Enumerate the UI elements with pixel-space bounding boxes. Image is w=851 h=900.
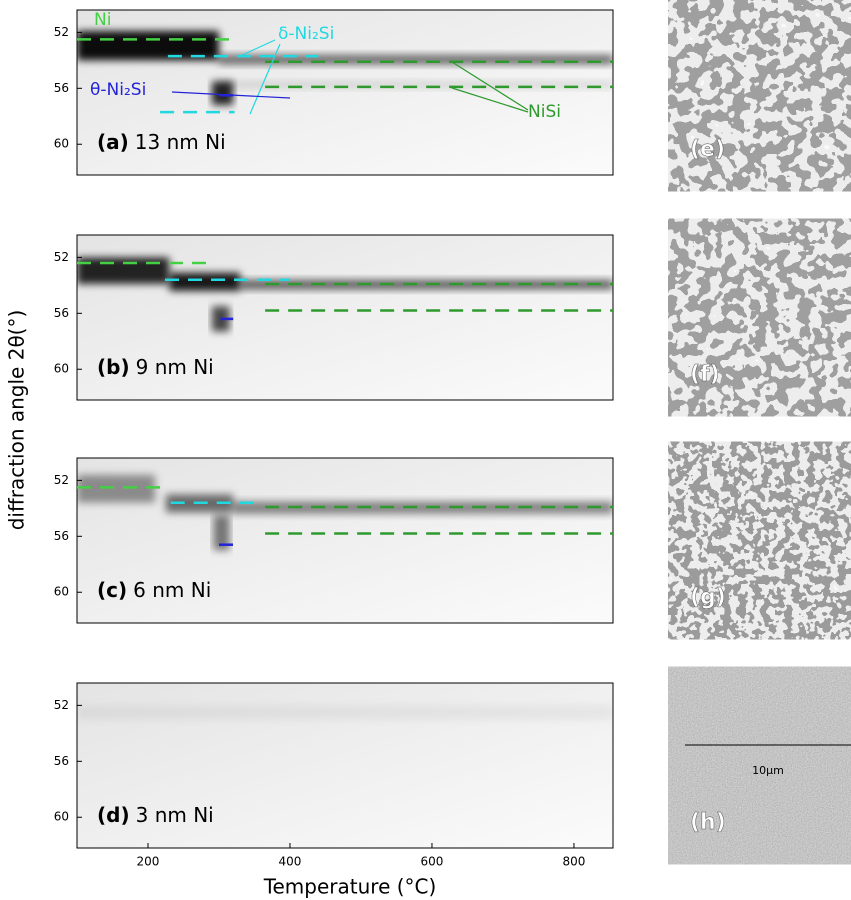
- panel-label: (c) 6 nm Ni: [97, 578, 211, 602]
- y-tick-label: 60: [54, 810, 69, 824]
- intensity-band: [77, 474, 156, 503]
- y-tick-label: 56: [54, 306, 69, 320]
- intensity-band: [77, 257, 170, 284]
- map-frame: [76, 457, 614, 624]
- y-tick-label: 60: [54, 585, 69, 599]
- intensity: [77, 474, 613, 551]
- sem-image: [685, 683, 851, 848]
- annotation-leader: [239, 39, 276, 57]
- image-label: (g): [690, 585, 726, 610]
- y-tick-label: 56: [54, 529, 69, 543]
- intensity: [77, 705, 613, 720]
- image-label: (e): [690, 137, 725, 162]
- panel-letter: (d): [97, 803, 130, 827]
- annotation-leader: [451, 87, 529, 113]
- panel-letter: (b): [97, 355, 130, 379]
- sem-image: [685, 10, 851, 175]
- intensity-band: [213, 515, 230, 551]
- x-tick-label: 200: [137, 855, 160, 869]
- map-frame: [76, 234, 614, 401]
- panel-text: 3 nm Ni: [136, 803, 214, 827]
- panel-text: 9 nm Ni: [136, 355, 214, 379]
- x-tick-label: 400: [279, 855, 302, 869]
- intensity-band: [233, 501, 613, 514]
- scale-bar-label: 10μm: [752, 764, 784, 777]
- map-frame: [76, 682, 614, 849]
- y-tick-label: 56: [54, 754, 69, 768]
- sem-image: [685, 458, 851, 623]
- annotation: δ-Ni₂Si: [278, 24, 334, 44]
- panel-label: (b) 9 nm Ni: [97, 355, 214, 379]
- map-background: [77, 458, 613, 623]
- annotation: NiSi: [528, 102, 561, 122]
- y-tick-label: 60: [54, 137, 69, 151]
- y-tick-label: 52: [54, 250, 69, 264]
- intensity-band: [77, 705, 613, 720]
- x-axis-label: Temperature (°C): [263, 875, 437, 899]
- y-tick-label: 52: [54, 698, 69, 712]
- y-tick-label: 52: [54, 25, 69, 39]
- map-frame: [76, 9, 614, 176]
- annotation-leader: [171, 91, 291, 99]
- y-tick-label: 60: [54, 362, 69, 376]
- intensity-band: [169, 272, 241, 291]
- panel-label: (d) 3 nm Ni: [97, 803, 214, 827]
- intensity-band: [218, 54, 613, 65]
- panel-letter: (c): [97, 578, 127, 602]
- annotation-leader: [249, 43, 281, 115]
- panel-text: 6 nm Ni: [133, 578, 211, 602]
- x-tick-label: 600: [421, 855, 444, 869]
- panel-text: 13 nm Ni: [135, 130, 226, 154]
- panel-label: (a) 13 nm Ni: [97, 130, 226, 154]
- annotation-leader: [451, 61, 529, 111]
- y-tick-label: 52: [54, 473, 69, 487]
- image-label: (h): [690, 810, 726, 835]
- image-label: (f): [690, 362, 720, 387]
- y-axis-label: diffraction angle 2θ(°): [5, 310, 29, 531]
- y-tick-label: 56: [54, 81, 69, 95]
- panel-letter: (a): [97, 130, 129, 154]
- x-tick-label: 800: [563, 855, 586, 869]
- sem-image: [685, 235, 851, 400]
- intensity-band: [218, 81, 613, 89]
- annotation: θ-Ni₂Si: [90, 80, 146, 100]
- annotation: Ni: [94, 10, 111, 30]
